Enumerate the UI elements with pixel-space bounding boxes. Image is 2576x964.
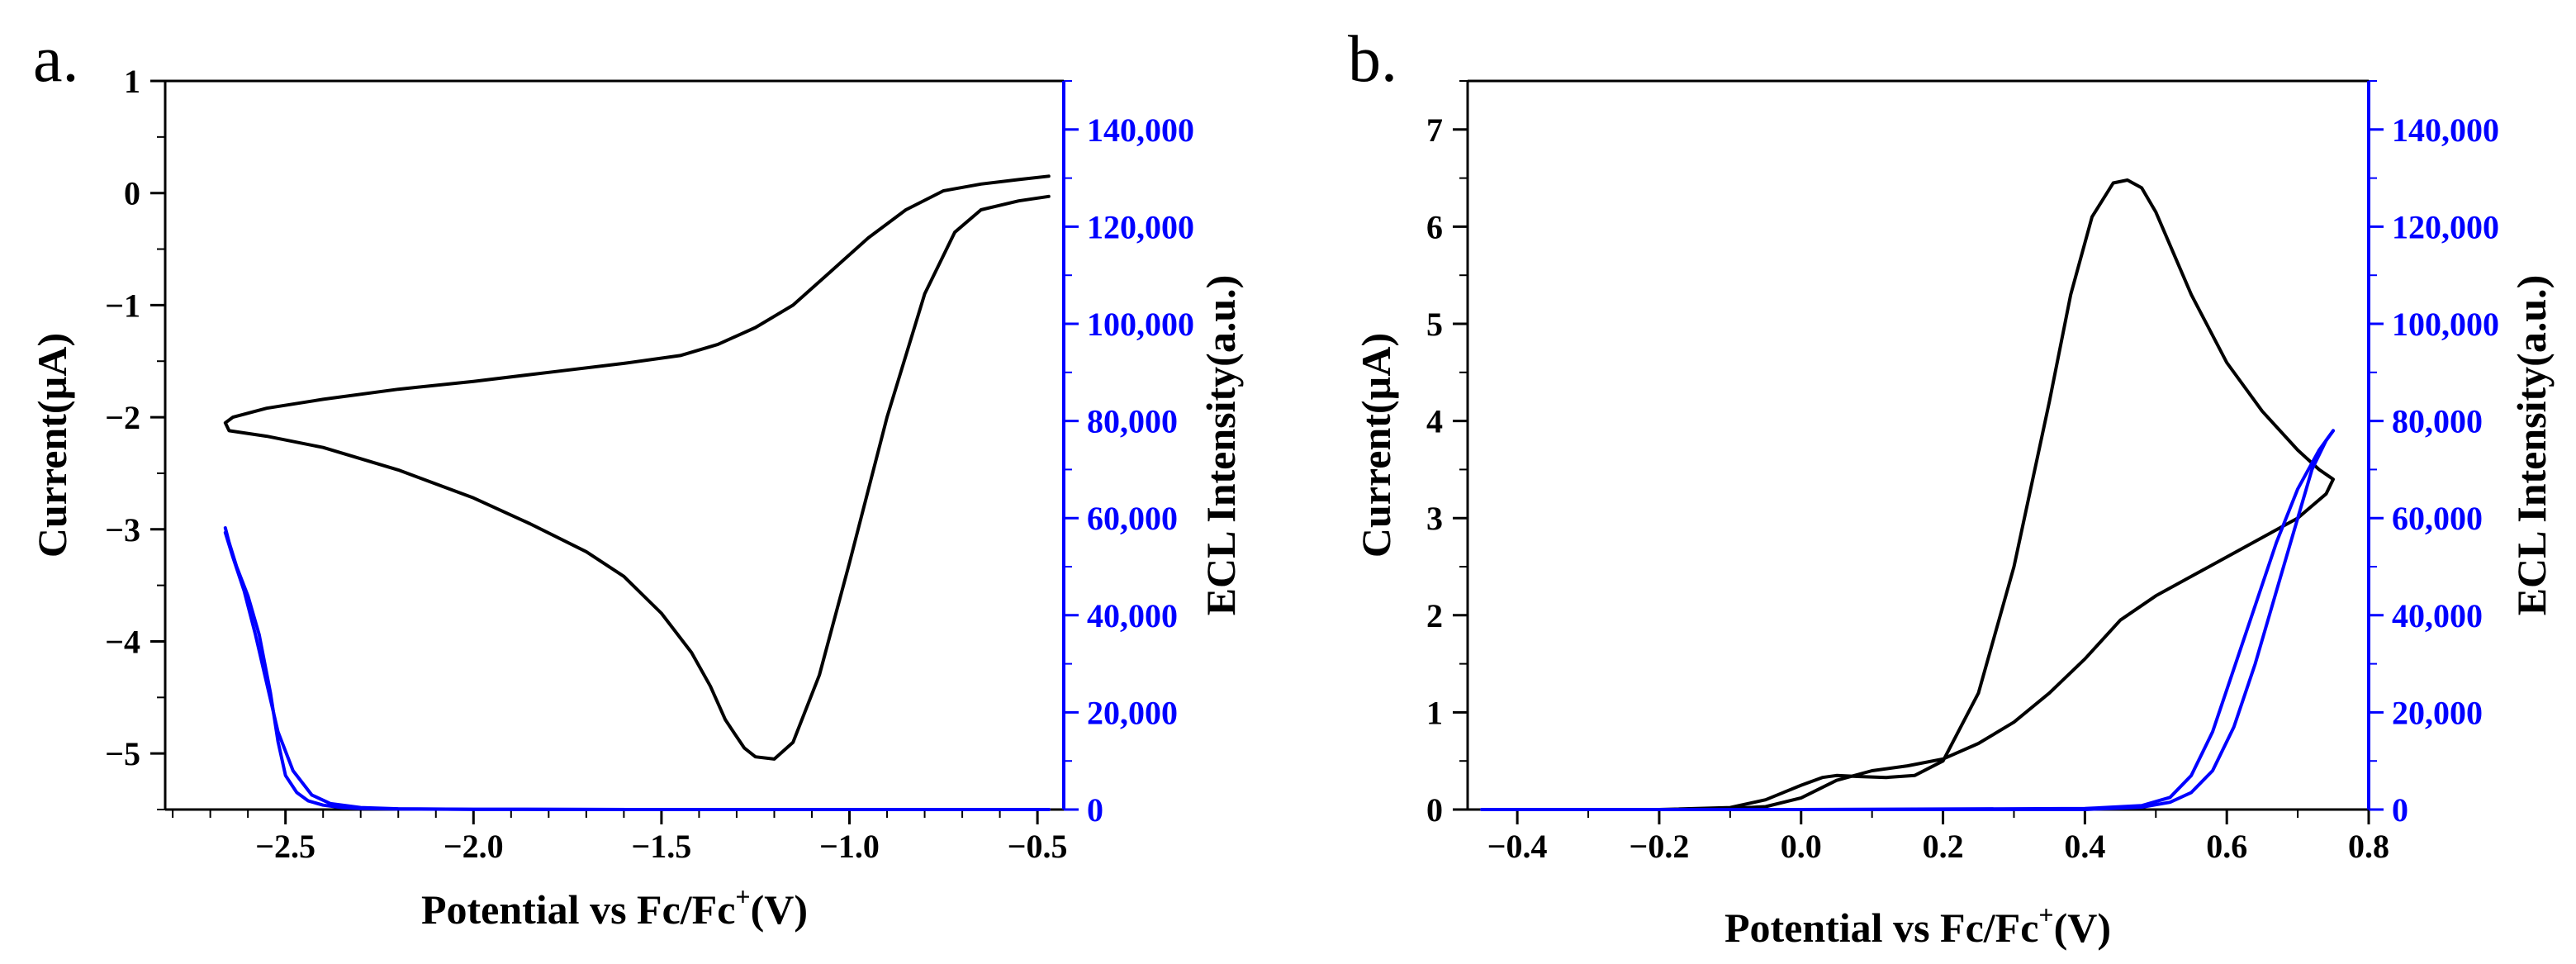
panel-b: b.−0.4 −0.2 0.0 0.2 0.4 0.6 0.801234567020,000… [1348,23,2555,951]
x-axis-label-sup: + [735,881,750,911]
x-tick-label: 0.4 [2064,828,2105,865]
right-y-tick-label: 100,000 [1087,306,1194,343]
x-tick-label: −1.5 [632,828,692,865]
right-y-axis-label: ECL Intensity(a.u.) [1198,275,1244,616]
left-y-tick-label: 7 [1426,112,1443,149]
right-y-tick-label: 20,000 [1087,694,1178,731]
x-axis-label-main: Potential vs Fc/Fc [1724,905,2038,951]
x-tick-label: −0.5 [1008,828,1068,865]
x-axis-label: Potential vs Fc/Fc+(V) [1724,900,2111,951]
left-y-tick-label: 1 [124,63,140,100]
x-axis-label-sup: + [2038,900,2053,929]
right-y-tick-label: 100,000 [2392,306,2499,343]
left-y-tick-label: −4 [105,623,140,660]
right-y-tick-label: 60,000 [2392,500,2483,537]
ecl-series-line-1 [223,526,1051,811]
right-y-tick-label: 80,000 [1087,403,1178,440]
right-y-tick-label: 60,000 [1087,500,1178,537]
x-tick-label: −1.0 [819,828,880,865]
x-axis-label: Potential vs Fc/Fc+(V) [421,881,808,933]
x-tick-label: −2.5 [255,828,315,865]
left-y-tick-label: 2 [1426,597,1443,634]
left-y-tick-label: 3 [1426,500,1443,537]
ecl-series-line-2 [223,530,1051,811]
right-y-tick-label: 140,000 [2392,112,2499,149]
panel-label: a. [33,23,79,96]
x-tick-label: 0.8 [2348,828,2389,865]
left-y-tick-label: −3 [105,511,140,548]
left-y-tick-label: 0 [124,175,140,212]
left-y-tick-label: 1 [1426,694,1443,731]
left-y-tick-label: 5 [1426,306,1443,343]
x-tick-label: 0.2 [1923,828,1964,865]
left-y-axis-label: Current(µA) [1353,333,1399,558]
left-y-tick-label: −1 [105,287,140,324]
left-y-tick-label: 4 [1426,403,1443,440]
right-y-tick-label: 40,000 [1087,597,1178,634]
current-series-line-0 [1480,178,2335,811]
right-y-tick-label: 40,000 [2392,597,2483,634]
left-y-tick-label: 0 [1426,791,1443,829]
right-y-tick-label: 120,000 [2392,208,2499,245]
right-y-tick-label: 20,000 [2392,694,2483,731]
left-y-tick-label: −2 [105,399,140,436]
x-tick-label: 0.0 [1781,828,1822,865]
x-axis-label-suffix: (V) [2054,905,2111,951]
right-y-tick-label: 80,000 [2392,403,2483,440]
current-series-line-0 [223,174,1051,761]
x-tick-label: −0.2 [1630,828,1690,865]
x-tick-label: 0.6 [2206,828,2247,865]
x-axis-label-main: Potential vs Fc/Fc [421,886,735,933]
right-y-tick-label: 140,000 [1087,112,1194,149]
panel-label: b. [1348,23,1397,96]
x-tick-label: −0.4 [1487,828,1548,865]
left-y-tick-label: −5 [105,735,140,772]
left-y-axis-label: Current(µA) [29,333,75,558]
right-y-tick-label: 0 [1087,791,1103,829]
ecl-series-line-2 [1480,429,2335,811]
panel-a: a. −2.5 −2.0 −1.5 −1.0 −0.5 1 0 −1 −2 −3 −4 −5 0 20,00… [29,23,1244,933]
right-y-axis-label: ECL Intensity(a.u.) [2508,275,2555,616]
right-y-tick-label: 0 [2392,791,2408,829]
right-y-tick-label: 120,000 [1087,208,1194,245]
x-tick-label: −2.0 [444,828,504,865]
ecl-series-line-1 [1480,429,2335,811]
left-y-tick-label: 6 [1426,208,1443,245]
x-axis-label-suffix: (V) [751,886,808,933]
